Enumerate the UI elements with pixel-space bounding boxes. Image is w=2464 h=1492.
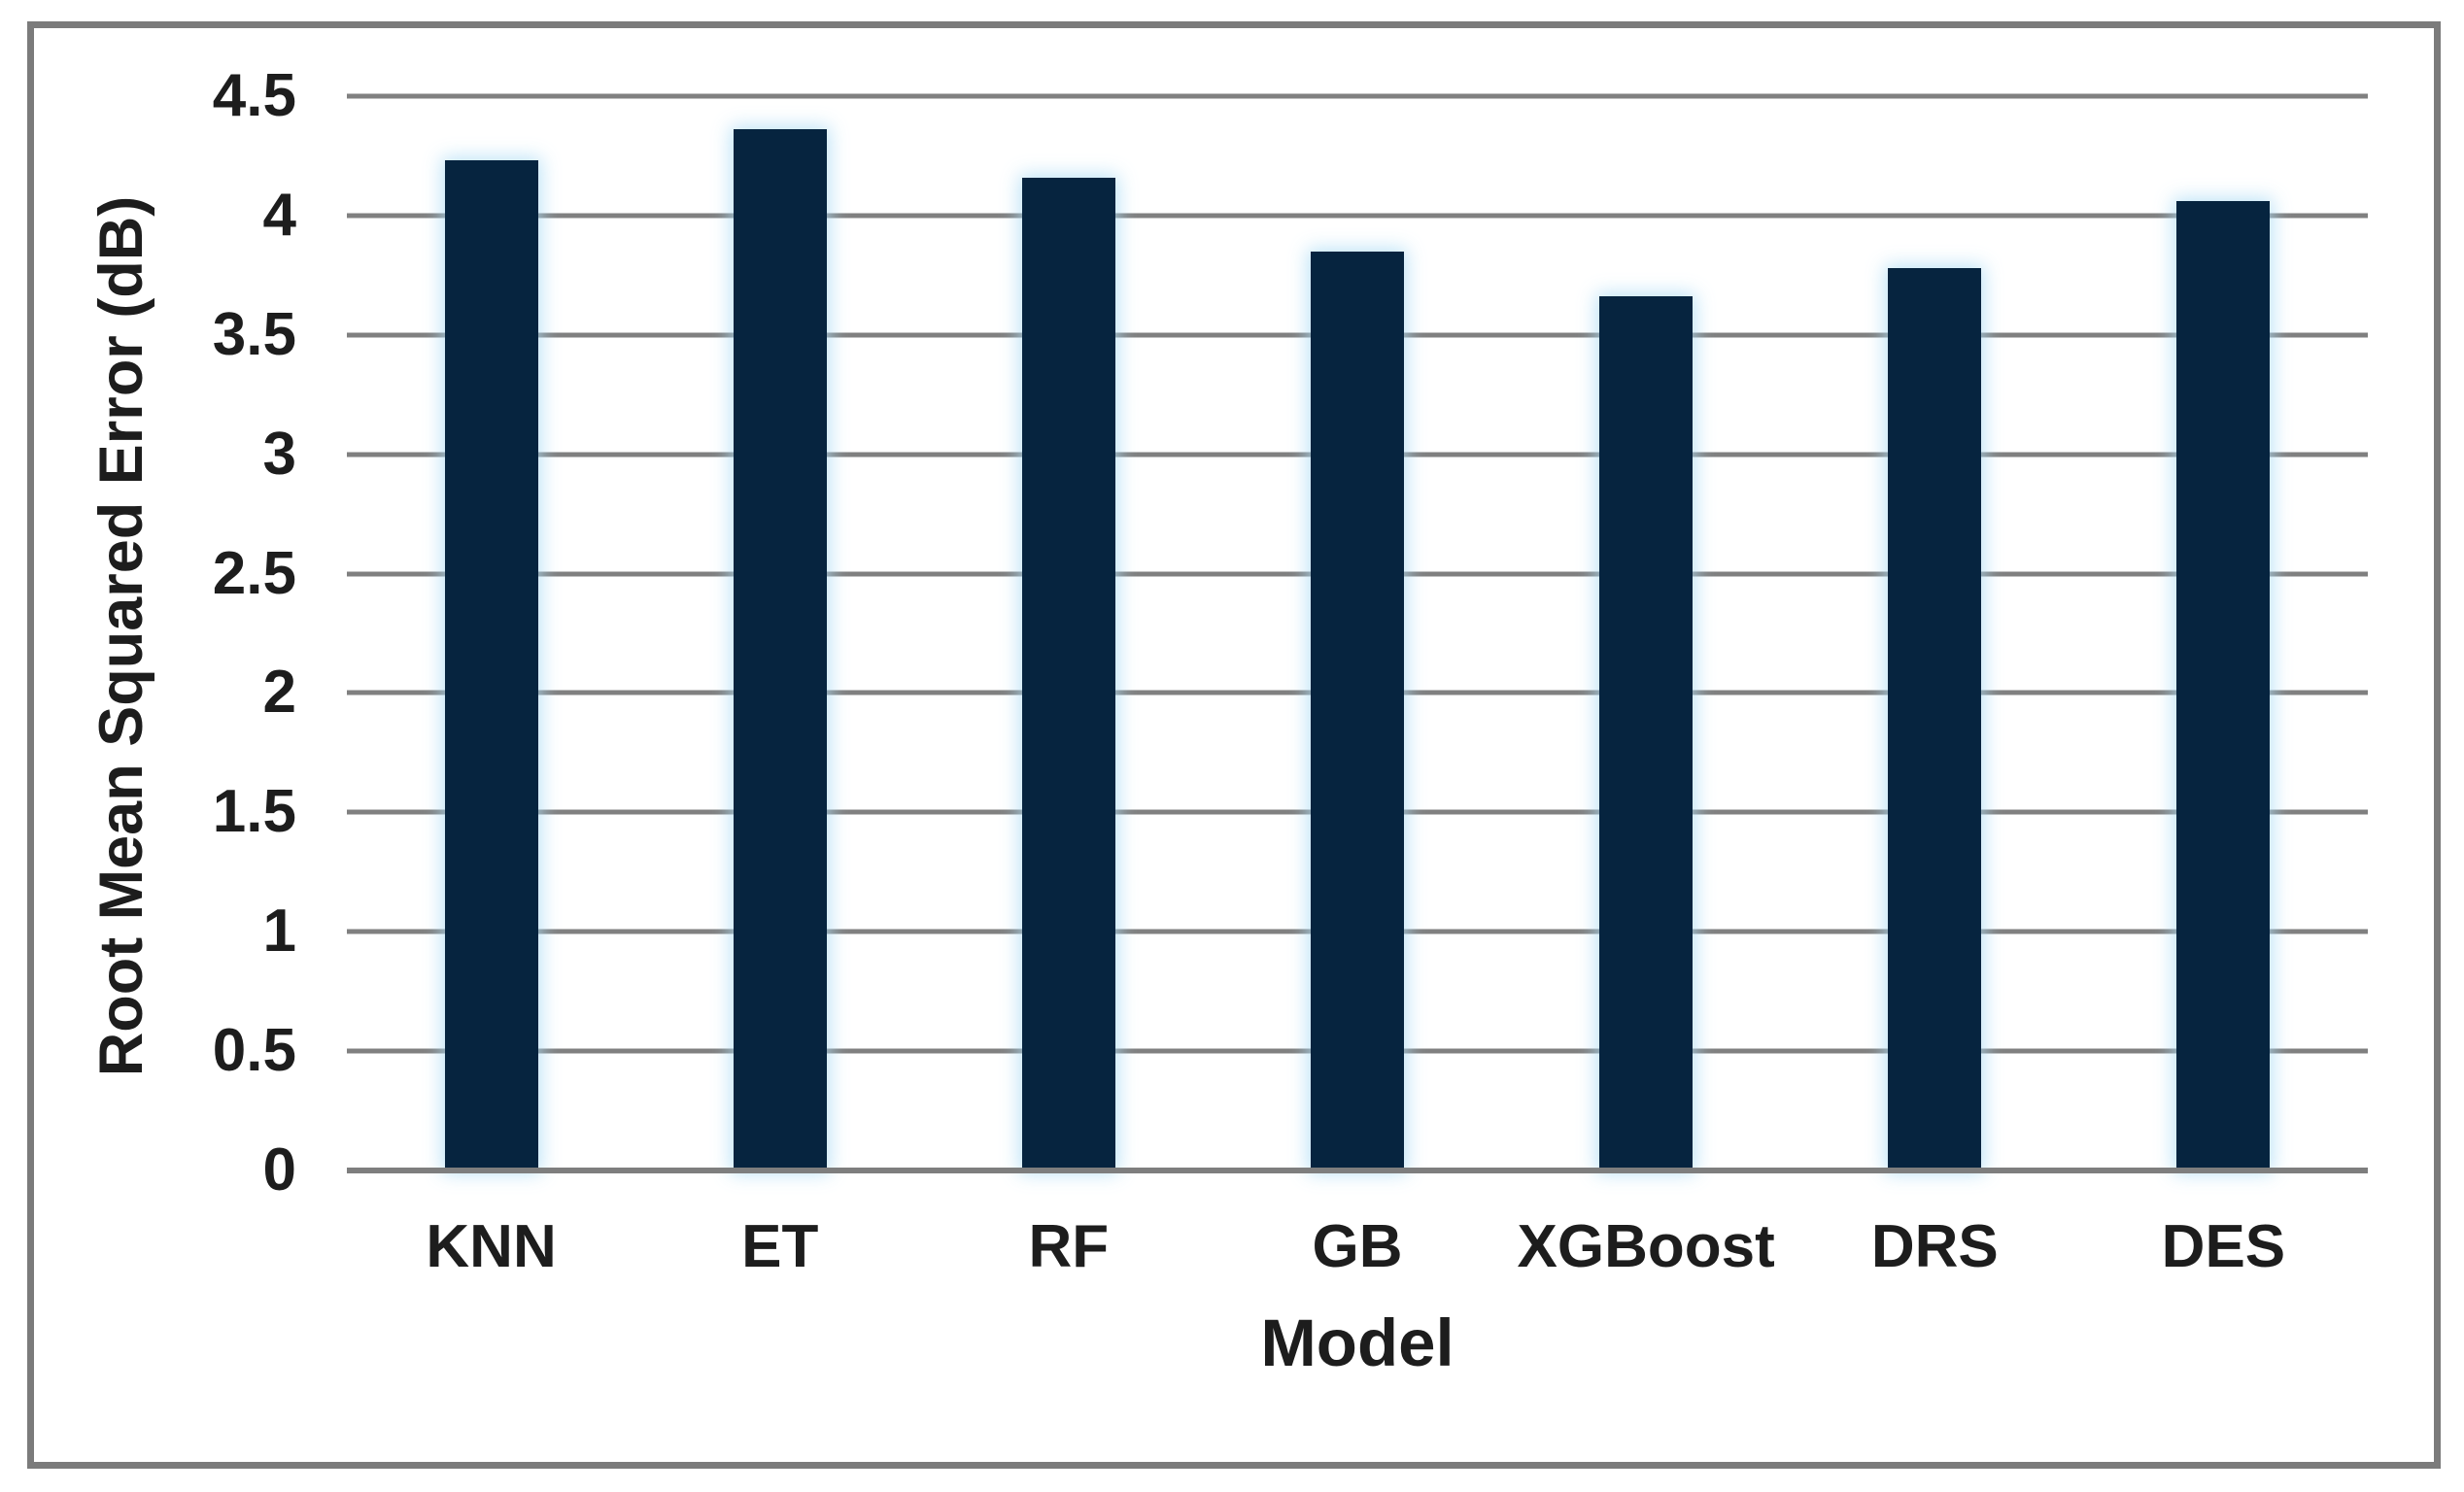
bar-knn (444, 160, 538, 1170)
y-tick-label-0.5: 0.5 (212, 1017, 296, 1085)
y-tick-label-3.5: 3.5 (212, 300, 296, 368)
bar-drs (1888, 267, 1982, 1170)
category-label-gb: GB (1312, 1213, 1403, 1280)
bar-cell-gb (1213, 96, 1501, 1170)
bar-cell-et (635, 96, 924, 1170)
bar-des (2176, 201, 2271, 1170)
category-label-et: ET (741, 1213, 819, 1280)
category-label-des: DES (2161, 1213, 2286, 1280)
chart-frame (27, 21, 2441, 1469)
bar-rf (1021, 177, 1115, 1170)
y-tick-label-4: 4 (262, 181, 296, 249)
y-tick-label-0: 0 (262, 1136, 296, 1204)
category-label-xgboost: XGBoost (1517, 1213, 1775, 1280)
bar-cell-rf (924, 96, 1213, 1170)
gridline-4 (347, 213, 2368, 219)
x-axis-title: Model (1260, 1306, 1454, 1380)
bar-xgboost (1599, 296, 1694, 1170)
bar-gb (1310, 251, 1404, 1170)
y-tick-label-4.5: 4.5 (212, 62, 296, 129)
y-tick-label-2.5: 2.5 (212, 539, 296, 607)
y-tick-label-1.5: 1.5 (212, 778, 296, 846)
category-label-drs: DRS (1870, 1213, 1999, 1280)
category-label-rf: RF (1028, 1213, 1110, 1280)
bar-cell-drs (1791, 96, 2079, 1170)
category-labels-row: KNN ET RF GB XGBoost DRS DES (347, 1217, 2368, 1277)
bar-cell-des (2079, 96, 2368, 1170)
gridline-4.5 (347, 93, 2368, 99)
y-tick-label-3: 3 (262, 420, 296, 488)
y-tick-label-2: 2 (262, 659, 296, 727)
bar-cell-xgboost (1502, 96, 1791, 1170)
bar-et (733, 129, 827, 1170)
y-tick-label-1: 1 (262, 898, 296, 966)
bar-cell-knn (347, 96, 635, 1170)
x-axis-line (347, 1168, 2368, 1173)
bars-layer (347, 96, 2368, 1170)
category-label-knn: KNN (426, 1213, 557, 1280)
